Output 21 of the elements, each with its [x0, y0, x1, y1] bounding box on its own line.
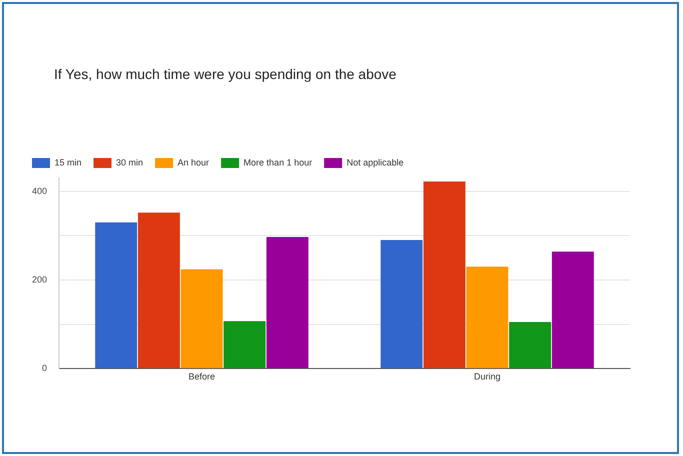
bar [95, 222, 138, 368]
bar [224, 321, 266, 368]
legend-label: An hour [178, 157, 210, 168]
x-tick-label: Before [188, 371, 216, 382]
bar [180, 269, 223, 368]
x-tick-label: During [474, 371, 501, 382]
bar [509, 322, 552, 368]
legend-label: Not applicable [346, 157, 404, 168]
legend-label: More than 1 hour [244, 157, 312, 168]
bar [466, 266, 508, 368]
bar [138, 212, 180, 368]
legend-label: 15 min [54, 157, 82, 168]
bar [423, 182, 466, 368]
y-tick-label: 400 [32, 186, 48, 196]
bar [380, 240, 423, 368]
bar [266, 236, 308, 368]
y-tick-label: 0 [42, 363, 48, 374]
bar [552, 252, 594, 368]
y-tick-label: 200 [32, 274, 48, 284]
legend-label: 30 min [116, 157, 144, 168]
chart-title: If Yes, how much time were you spending on the above [54, 66, 396, 82]
